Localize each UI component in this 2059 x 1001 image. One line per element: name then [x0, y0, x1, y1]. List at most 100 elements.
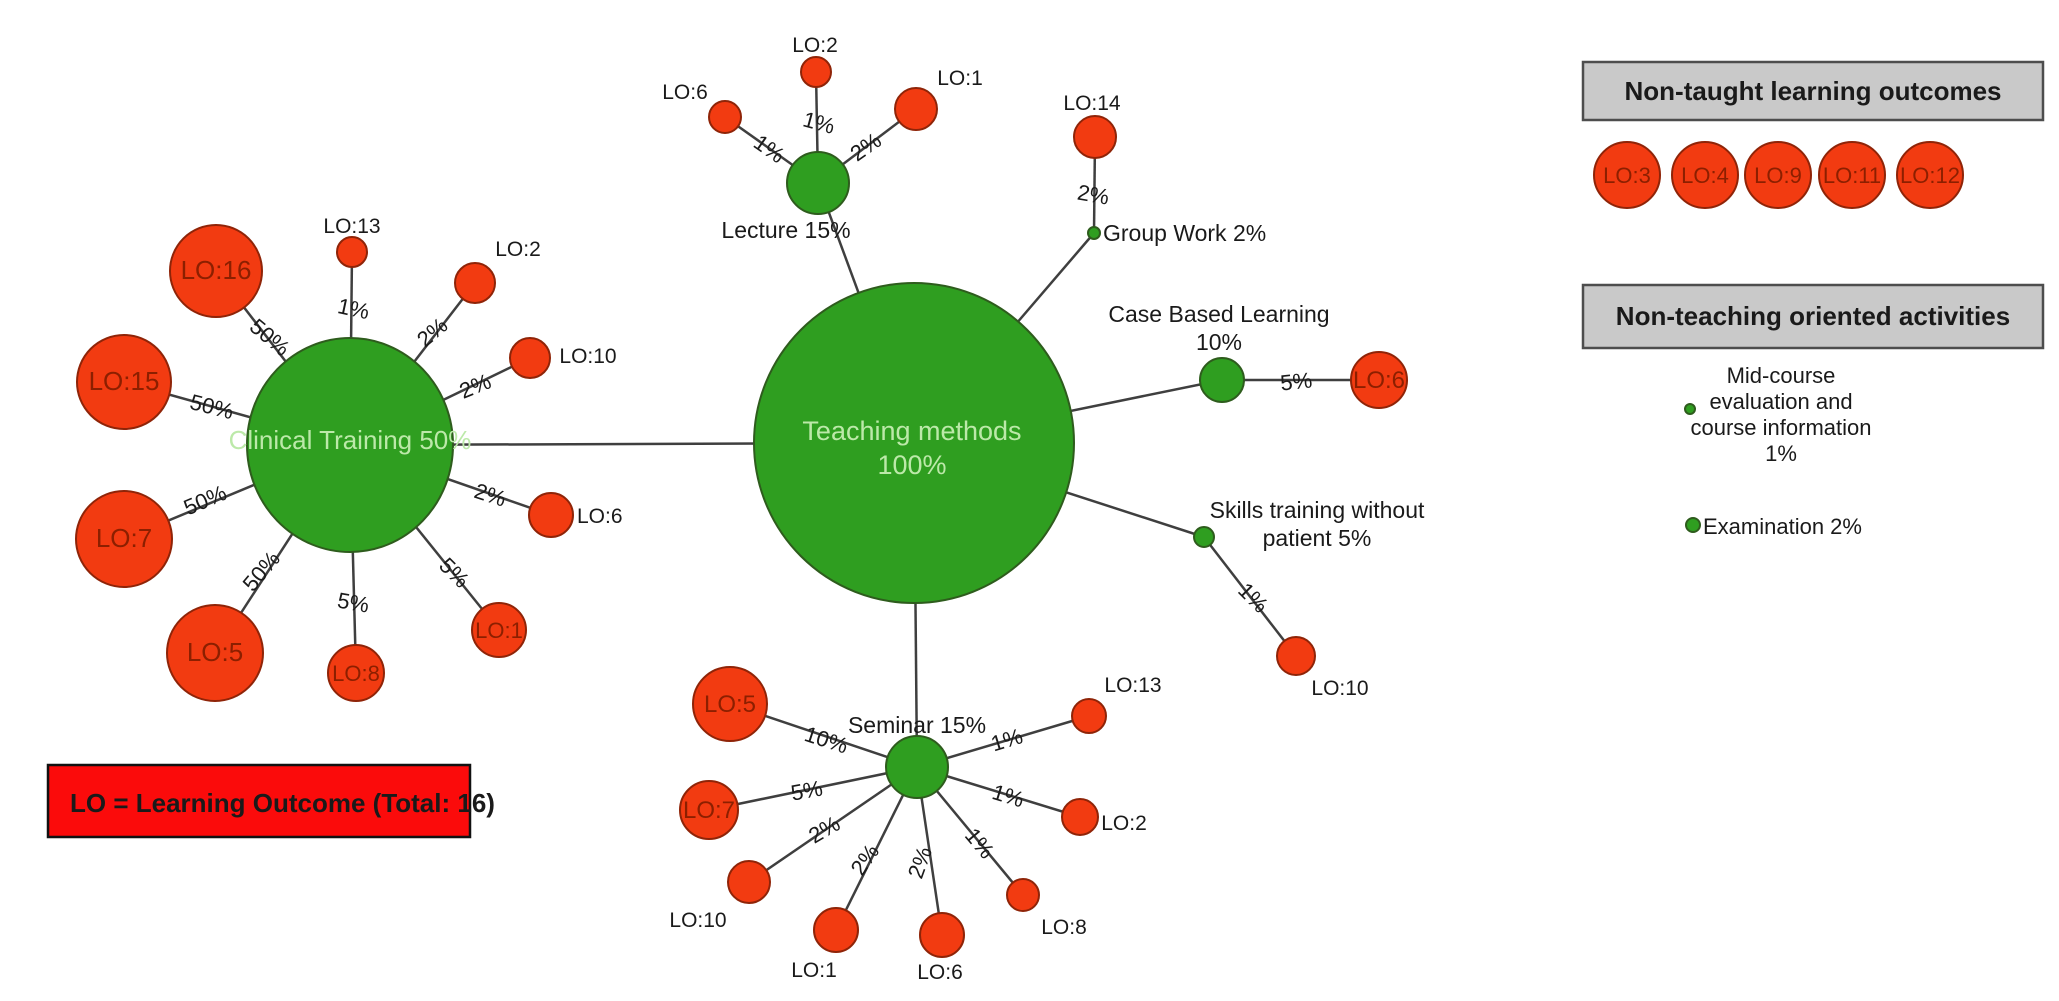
node-seminar-lo8: [1006, 878, 1040, 912]
clinical-lo10-pct: 2%: [456, 369, 495, 404]
clinical-lo7-pct: 50%: [180, 480, 230, 520]
node-clinical-lo1: [471, 602, 527, 658]
node-lecture: [786, 151, 850, 215]
clinical-lo7-label: LO:7: [96, 523, 152, 553]
seminar-lo13-pct: 1%: [988, 723, 1026, 756]
node-skills-training-dot: [1193, 526, 1215, 548]
midcourse-line4: 1%: [1765, 441, 1797, 466]
nontaught-lo9-label: LO:9: [1754, 163, 1802, 188]
node-clinical-training: [246, 337, 454, 553]
lecture-lo1-pct: 2%: [846, 127, 886, 166]
node-clinical-lo16: [169, 224, 263, 318]
group-work-label: Group Work 2%: [1103, 220, 1266, 246]
seminar-lo13-label: LO:13: [1104, 674, 1161, 697]
nontaught-lo3-label: LO:3: [1603, 163, 1651, 188]
node-seminar-lo5: [692, 666, 768, 742]
node-clinical-lo7: [75, 490, 173, 588]
node-casebased-lo6: [1350, 351, 1408, 409]
node-lecture-lo6: [708, 100, 742, 134]
legend-box: [46, 763, 472, 839]
clinical-lo5-label: LO:5: [187, 637, 243, 667]
node-clinical-lo5: [166, 604, 264, 702]
seminar-lo2-pct: 1%: [989, 779, 1027, 812]
node-nontaught-lo11: [1818, 141, 1886, 209]
seminar-lo5-label: LO:5: [704, 691, 756, 718]
midcourse-dot: [1684, 403, 1696, 415]
non-taught-outcomes-title: Non-taught learning outcomes: [1625, 76, 2002, 106]
node-teaching-methods: [753, 282, 1075, 604]
node-seminar-lo6: [919, 912, 965, 958]
node-clinical-lo10: [509, 337, 551, 379]
clinical-lo15-label: LO:15: [89, 366, 160, 396]
node-nontaught-lo12: [1896, 141, 1964, 209]
clinical-lo13-pct: 1%: [335, 293, 371, 324]
examination-label: Examination 2%: [1703, 514, 1862, 539]
node-clinical-lo2: [454, 262, 496, 304]
node-lecture-lo2: [800, 56, 832, 88]
clinical-lo5-pct: 50%: [238, 546, 285, 596]
lecture-label: Lecture 15%: [721, 217, 850, 243]
node-nontaught-lo9: [1744, 141, 1812, 209]
teaching-methods-pct: 100%: [877, 450, 946, 480]
node-seminar-lo7: [679, 780, 739, 840]
seminar-lo8-label: LO:8: [1041, 916, 1087, 939]
seminar-label: Seminar 15%: [848, 712, 986, 738]
seminar-lo8-pct: 1%: [960, 823, 1000, 863]
examination-dot: [1685, 517, 1701, 533]
nontaught-lo11-label: LO:11: [1823, 163, 1881, 188]
lecture-lo1-label: LO:1: [937, 67, 983, 90]
seminar-lo1-label: LO:1: [791, 959, 837, 982]
skills-label-line1: Skills training without: [1210, 497, 1425, 523]
node-clinical-lo8: [327, 644, 385, 702]
clinical-lo10-label: LO:10: [559, 345, 616, 368]
skills-label-line2: patient 5%: [1263, 525, 1372, 551]
clinical-lo15-pct: 50%: [187, 389, 236, 424]
seminar-lo2-label: LO:2: [1101, 812, 1147, 835]
node-groupwork-lo14: [1073, 115, 1117, 159]
node-nontaught-lo3: [1593, 141, 1661, 209]
non-teaching-activities-title: Non-teaching oriented activities: [1616, 301, 2010, 331]
skills-lo10-label: LO:10: [1311, 677, 1368, 700]
non-teaching-activities-box: [1581, 283, 2045, 350]
clinical-lo8-pct: 5%: [335, 588, 371, 618]
node-clinical-lo6: [528, 492, 574, 538]
teaching-methods-label: Teaching methods: [802, 416, 1021, 446]
groupwork-lo14-label: LO:14: [1063, 92, 1121, 115]
midcourse-line2: evaluation and: [1709, 389, 1852, 414]
nontaught-lo4-label: LO:4: [1681, 163, 1729, 188]
lecture-lo6-pct: 1%: [749, 129, 789, 168]
clinical-lo13-label: LO:13: [323, 215, 380, 238]
case-based-pct: 10%: [1196, 329, 1242, 355]
lecture-lo2-label: LO:2: [792, 34, 838, 57]
node-clinical-lo13: [336, 236, 368, 268]
seminar-lo7-pct: 5%: [789, 776, 825, 806]
node-clinical-lo15: [76, 334, 172, 430]
clinical-lo16-pct: 50%: [245, 314, 295, 361]
node-seminar-lo2: [1061, 798, 1099, 836]
node-seminar-lo1: [813, 907, 859, 953]
node-lecture-lo1: [894, 87, 938, 131]
clinical-lo8-label: LO:8: [332, 661, 380, 686]
legend-text: LO = Learning Outcome (Total: 16): [70, 788, 495, 818]
node-group-work-dot: [1087, 226, 1101, 240]
clinical-lo6-pct: 2%: [471, 478, 509, 512]
seminar-lo10-pct: 2%: [804, 811, 844, 849]
node-case-based-learning: [1199, 357, 1245, 403]
node-seminar: [885, 735, 949, 799]
clinical-lo1-label: LO:1: [475, 618, 523, 643]
node-nontaught-lo4: [1671, 141, 1739, 209]
edge-seminar-lo7: [708, 765, 918, 812]
clinical-lo6-label: LO:6: [577, 505, 623, 528]
casebased-lo6-pct: 5%: [1279, 367, 1313, 395]
seminar-lo6-label: LO:6: [917, 961, 963, 984]
nontaught-lo12-label: LO:12: [1900, 163, 1960, 188]
node-seminar-lo13: [1071, 698, 1107, 734]
edge-seminar-lo10: [748, 765, 918, 884]
clinical-lo2-label: LO:2: [495, 238, 541, 261]
seminar-lo7-label: LO:7: [683, 797, 735, 824]
midcourse-line3: course information: [1691, 415, 1872, 440]
seminar-lo10-label: LO:10: [669, 909, 726, 932]
seminar-lo5-pct: 10%: [802, 721, 852, 758]
